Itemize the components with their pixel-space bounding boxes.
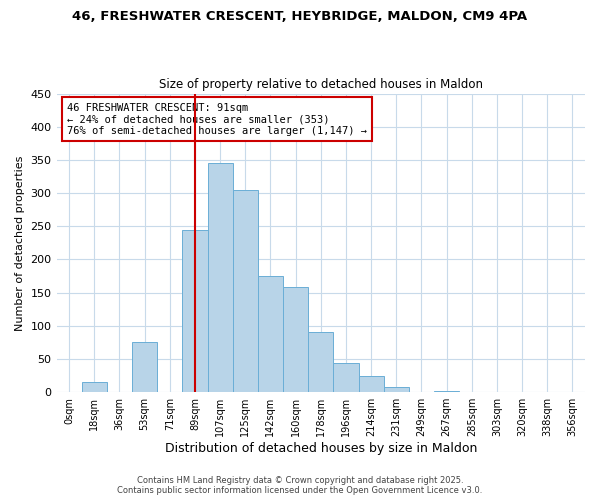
Bar [208,163,233,392]
Text: Contains HM Land Registry data © Crown copyright and database right 2025.
Contai: Contains HM Land Registry data © Crown c… [118,476,482,495]
Bar [334,363,359,392]
Bar [308,332,334,392]
Bar [283,288,308,392]
Bar [359,376,383,392]
Text: 46, FRESHWATER CRESCENT, HEYBRIDGE, MALDON, CM9 4PA: 46, FRESHWATER CRESCENT, HEYBRIDGE, MALD… [73,10,527,23]
Title: Size of property relative to detached houses in Maldon: Size of property relative to detached ho… [159,78,483,91]
Bar [233,190,258,392]
Bar [258,276,283,392]
Bar [82,382,107,392]
Bar [132,342,157,392]
Text: 46 FRESHWATER CRESCENT: 91sqm
← 24% of detached houses are smaller (353)
76% of : 46 FRESHWATER CRESCENT: 91sqm ← 24% of d… [67,102,367,136]
Bar [434,391,459,392]
Bar [383,387,409,392]
Bar [182,230,208,392]
Y-axis label: Number of detached properties: Number of detached properties [15,155,25,330]
X-axis label: Distribution of detached houses by size in Maldon: Distribution of detached houses by size … [164,442,477,455]
